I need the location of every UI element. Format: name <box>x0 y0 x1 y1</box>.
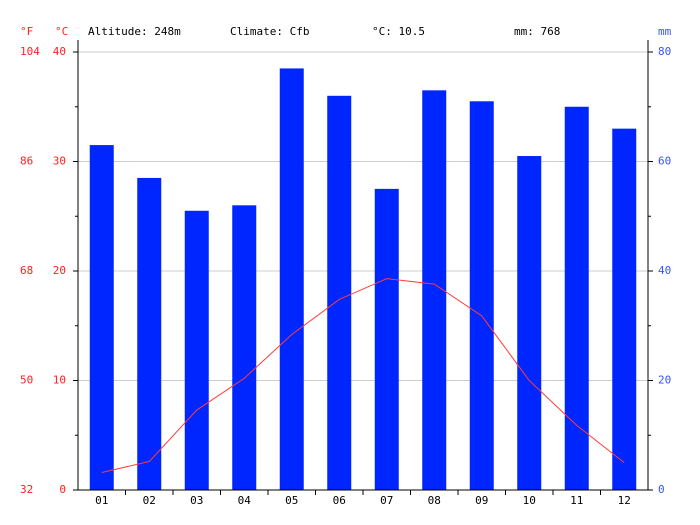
y-unit: °C <box>55 25 68 38</box>
y2-unit: mm <box>658 25 672 38</box>
precip-bar <box>327 95 352 491</box>
y-tick-label: 20 <box>53 264 66 277</box>
y-f-tick-label: 32 <box>20 483 33 496</box>
x-tick-label: 08 <box>428 494 441 507</box>
precip-bar <box>184 210 209 490</box>
precip-bar <box>612 128 637 490</box>
precip-bar <box>422 90 447 490</box>
y-f-tick-label: 104 <box>20 45 40 58</box>
y-unit-f: °F <box>20 25 33 38</box>
x-tick-label: 11 <box>570 494 583 507</box>
x-tick-label: 03 <box>190 494 203 507</box>
x-tick-label: 06 <box>333 494 346 507</box>
x-tick-label: 07 <box>380 494 393 507</box>
precip-bar <box>374 188 399 490</box>
x-tick-label: 12 <box>618 494 631 507</box>
precip-bar <box>469 101 494 491</box>
precip-bar <box>137 177 162 491</box>
x-tick-label: 05 <box>285 494 298 507</box>
y2-tick-label: 80 <box>658 45 671 58</box>
y-tick-label: 10 <box>53 374 66 387</box>
temp-line <box>101 278 625 473</box>
precip-bar <box>279 68 304 491</box>
y2-tick-label: 0 <box>658 483 665 496</box>
precip-bar <box>232 205 257 491</box>
y2-tick-label: 60 <box>658 155 671 168</box>
y-f-tick-label: 50 <box>20 374 33 387</box>
header-temp: °C: 10.5 <box>372 25 425 38</box>
y-tick-label: 30 <box>53 155 66 168</box>
header-altitude: Altitude: 248m <box>88 25 181 38</box>
x-tick-label: 09 <box>475 494 488 507</box>
x-tick-label: 04 <box>238 494 252 507</box>
y-f-tick-label: 86 <box>20 155 33 168</box>
precip-bar <box>564 106 589 490</box>
y-tick-label: 40 <box>53 45 66 58</box>
precip-bar <box>89 145 114 490</box>
y2-tick-label: 20 <box>658 374 671 387</box>
header-climate: Climate: Cfb <box>230 25 309 38</box>
header-precip: mm: 768 <box>514 25 560 38</box>
x-tick-label: 02 <box>143 494 156 507</box>
precip-bar <box>517 156 542 490</box>
x-tick-label: 10 <box>523 494 536 507</box>
y2-tick-label: 40 <box>658 264 671 277</box>
x-tick-label: 01 <box>95 494 108 507</box>
y-f-tick-label: 68 <box>20 264 33 277</box>
y-tick-label: 0 <box>59 483 66 496</box>
